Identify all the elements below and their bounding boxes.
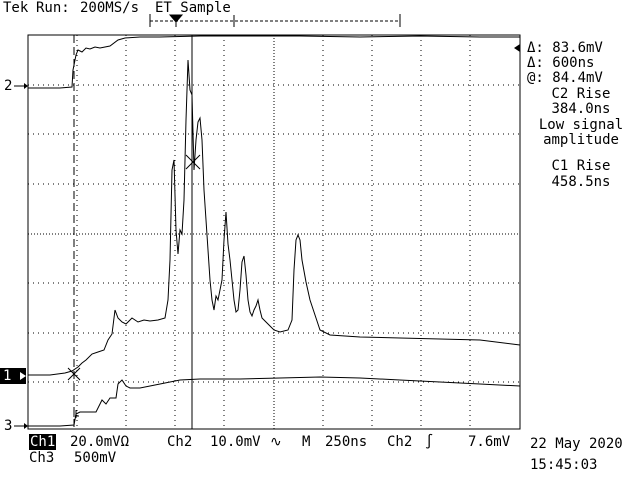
trigger-level: 7.6mV — [468, 434, 511, 450]
header-acquisition-mode: ET Sample — [155, 0, 231, 16]
ch3-marker-label: 3 — [4, 418, 13, 434]
ch1-ground-marker — [0, 368, 26, 384]
trigger-source: Ch2 — [387, 434, 413, 450]
ch2-ground-marker — [14, 83, 28, 89]
ch3-scale: 500mV — [74, 450, 117, 466]
readout-cursor-voltage: @: 84.4mV — [527, 70, 603, 86]
header-brand: Tek — [3, 0, 29, 16]
ch3-ground-marker — [14, 423, 28, 429]
readout-delta-voltage: Δ: 83.6mV — [527, 40, 603, 56]
ch3-label: Ch3 — [29, 450, 55, 466]
time: 15:45:03 — [530, 457, 598, 473]
ch2-scale: 10.0mV — [210, 434, 261, 450]
measurement-2-value: 458.5ns — [551, 174, 611, 190]
ch2-bandwidth-icon: ∿ — [270, 434, 282, 450]
ch2-label: Ch2 — [167, 434, 193, 450]
ch1-marker-label: 1 — [3, 368, 12, 384]
measurement-1-warning-line2: amplitude — [543, 132, 619, 148]
record-length-bracket — [149, 14, 401, 27]
ch1-scale: 20.0mVΩ — [70, 434, 130, 450]
ch1-trace — [28, 59, 521, 376]
ch2-marker-label: 2 — [4, 78, 13, 94]
header-run-status: Run: — [36, 0, 70, 16]
measurement-1-value: 384.0ns — [551, 101, 611, 117]
ch2-trace — [28, 35, 520, 89]
ch1-label: Ch1 — [29, 434, 57, 450]
graticule-border — [27, 34, 521, 430]
measurement-1-warning-line1: Low signal — [538, 117, 624, 133]
cursor-x-marker-1 — [67, 367, 81, 381]
timebase-value: 250ns — [325, 434, 368, 450]
measurement-1-name: C2 Rise — [551, 86, 611, 102]
header-sample-rate: 200MS/s — [80, 0, 140, 16]
trigger-level-arrow — [514, 44, 520, 52]
graticule-grid — [28, 35, 520, 429]
readout-delta-time: Δ: 600ns — [527, 55, 595, 71]
ch3-trace — [28, 376, 521, 427]
cursor-x-marker-2 — [185, 154, 201, 170]
measurement-2-name: C1 Rise — [551, 158, 611, 174]
date: 22 May 2020 — [530, 436, 623, 452]
timebase-label: M — [302, 434, 311, 450]
trigger-slope-icon: ∫ — [425, 434, 434, 450]
